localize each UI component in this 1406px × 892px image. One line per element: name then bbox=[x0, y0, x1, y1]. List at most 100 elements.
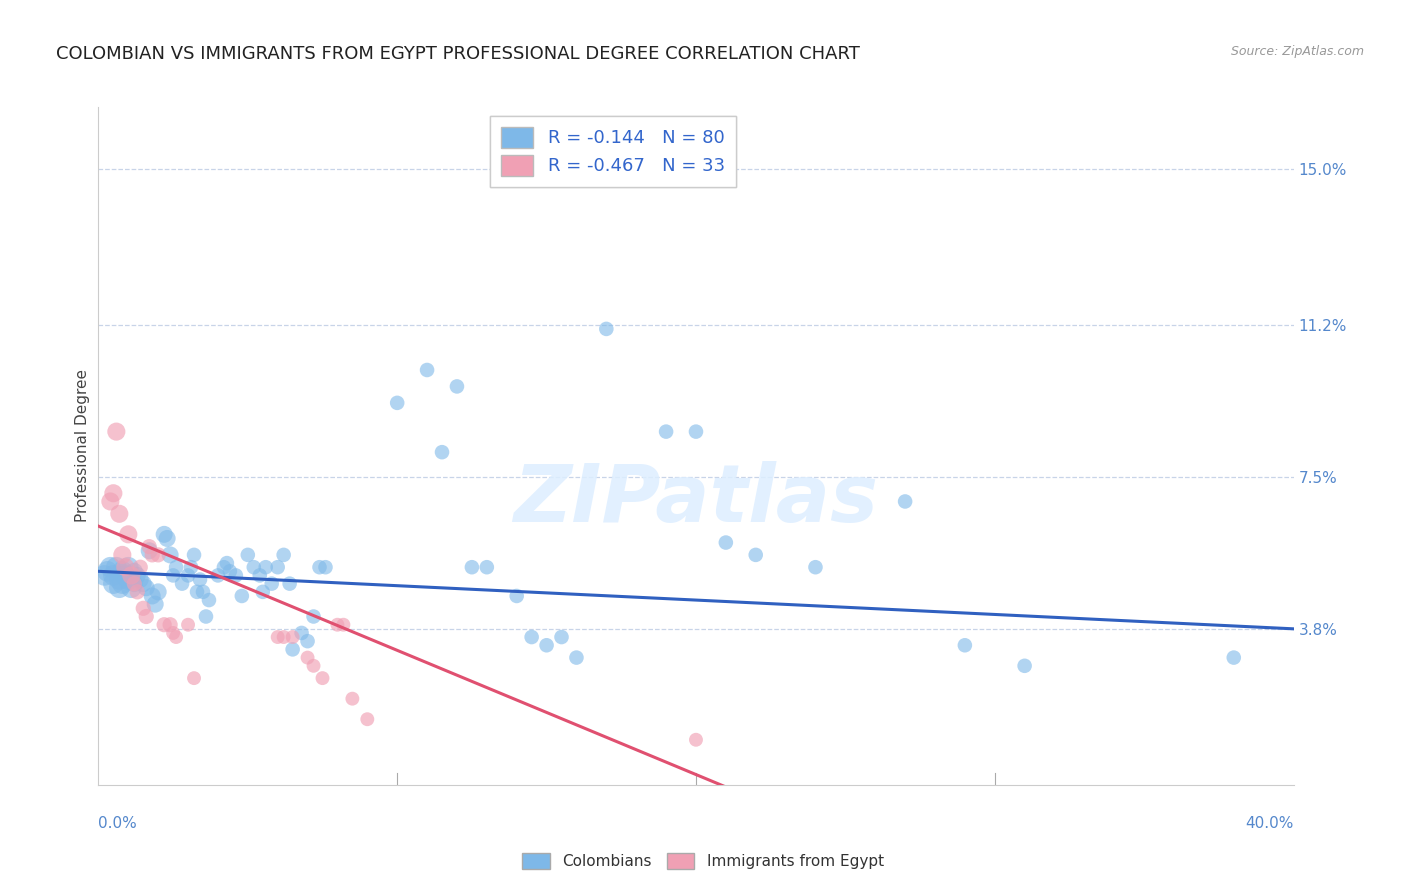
Legend: Colombians, Immigrants from Egypt: Colombians, Immigrants from Egypt bbox=[516, 847, 890, 875]
Point bbox=[191, 585, 214, 599]
Point bbox=[215, 556, 238, 570]
Point bbox=[243, 560, 266, 574]
Point bbox=[108, 507, 131, 521]
Y-axis label: Professional Degree: Professional Degree bbox=[75, 369, 90, 523]
Point bbox=[153, 527, 176, 541]
Point bbox=[385, 396, 409, 410]
Point bbox=[685, 425, 707, 439]
Point bbox=[111, 576, 134, 591]
Point bbox=[93, 568, 115, 582]
Point bbox=[165, 630, 187, 644]
Point bbox=[148, 585, 170, 599]
Point bbox=[278, 576, 301, 591]
Point bbox=[108, 573, 131, 587]
Point bbox=[114, 568, 136, 582]
Point bbox=[475, 560, 498, 574]
Point bbox=[207, 568, 229, 582]
Point bbox=[1223, 650, 1246, 665]
Point bbox=[342, 691, 364, 706]
Point bbox=[595, 322, 617, 336]
Point bbox=[138, 540, 160, 554]
Legend: R = -0.144   N = 80, R = -0.467   N = 33: R = -0.144 N = 80, R = -0.467 N = 33 bbox=[489, 116, 735, 186]
Point bbox=[188, 573, 211, 587]
Point bbox=[127, 585, 149, 599]
Point bbox=[186, 585, 208, 599]
Point bbox=[311, 671, 333, 685]
Point bbox=[141, 548, 163, 562]
Point bbox=[550, 630, 572, 644]
Text: 0.0%: 0.0% bbox=[98, 816, 138, 831]
Point bbox=[714, 535, 737, 549]
Point bbox=[114, 560, 136, 574]
Point bbox=[198, 593, 221, 607]
Point bbox=[183, 671, 205, 685]
Point bbox=[98, 494, 122, 508]
Point bbox=[159, 617, 181, 632]
Point bbox=[249, 568, 271, 582]
Point bbox=[267, 560, 290, 574]
Point bbox=[96, 564, 118, 578]
Point bbox=[804, 560, 827, 574]
Point bbox=[894, 494, 917, 508]
Point bbox=[1014, 658, 1036, 673]
Point bbox=[297, 650, 319, 665]
Point bbox=[132, 601, 155, 615]
Point bbox=[127, 568, 149, 582]
Point bbox=[267, 630, 290, 644]
Point bbox=[685, 732, 707, 747]
Point bbox=[655, 425, 678, 439]
Point bbox=[120, 568, 142, 582]
Point bbox=[219, 564, 242, 578]
Point bbox=[103, 486, 125, 500]
Point bbox=[141, 589, 163, 603]
Point bbox=[124, 576, 146, 591]
Point bbox=[297, 634, 319, 648]
Point bbox=[143, 597, 166, 611]
Point bbox=[520, 630, 543, 644]
Point bbox=[236, 548, 259, 562]
Point bbox=[565, 650, 588, 665]
Point bbox=[254, 560, 277, 574]
Point bbox=[172, 576, 194, 591]
Point bbox=[129, 573, 152, 587]
Point bbox=[326, 617, 349, 632]
Point bbox=[308, 560, 330, 574]
Point bbox=[212, 560, 235, 574]
Point bbox=[108, 581, 131, 595]
Point bbox=[111, 564, 134, 578]
Point bbox=[745, 548, 768, 562]
Point bbox=[138, 543, 160, 558]
Point bbox=[132, 576, 155, 591]
Point bbox=[120, 581, 142, 595]
Point bbox=[461, 560, 484, 574]
Point bbox=[105, 560, 128, 574]
Point bbox=[135, 581, 157, 595]
Point bbox=[195, 609, 218, 624]
Point bbox=[177, 617, 200, 632]
Point bbox=[124, 576, 146, 591]
Point bbox=[124, 564, 146, 578]
Point bbox=[148, 548, 170, 562]
Point bbox=[129, 560, 152, 574]
Point bbox=[105, 425, 128, 439]
Point bbox=[117, 527, 139, 541]
Text: Source: ZipAtlas.com: Source: ZipAtlas.com bbox=[1230, 45, 1364, 58]
Point bbox=[281, 630, 304, 644]
Point bbox=[536, 638, 558, 652]
Point bbox=[953, 638, 976, 652]
Point bbox=[156, 532, 179, 546]
Point bbox=[302, 609, 325, 624]
Point bbox=[273, 630, 295, 644]
Point bbox=[98, 560, 122, 574]
Point bbox=[430, 445, 453, 459]
Point bbox=[180, 560, 202, 574]
Point bbox=[117, 560, 139, 574]
Point bbox=[225, 568, 247, 582]
Point bbox=[260, 576, 283, 591]
Point bbox=[416, 363, 439, 377]
Point bbox=[291, 626, 314, 640]
Text: ZIPatlas: ZIPatlas bbox=[513, 461, 879, 540]
Point bbox=[356, 712, 378, 726]
Point bbox=[302, 658, 325, 673]
Text: COLOMBIAN VS IMMIGRANTS FROM EGYPT PROFESSIONAL DEGREE CORRELATION CHART: COLOMBIAN VS IMMIGRANTS FROM EGYPT PROFE… bbox=[56, 45, 860, 62]
